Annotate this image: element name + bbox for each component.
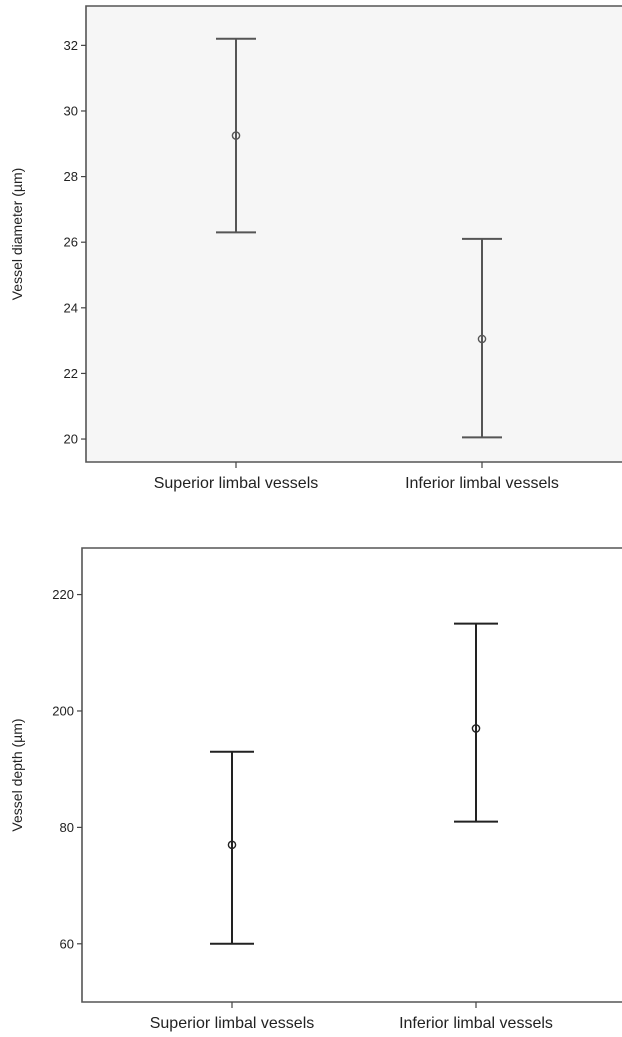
depth-mean-point	[471, 724, 481, 733]
depth-y-tick-label: 60	[60, 936, 74, 951]
depth-plot-frame	[81, 547, 622, 1003]
diameter-y-axis-label: Vessel diameter (µm)	[9, 168, 25, 301]
diameter-plot-background	[86, 6, 622, 462]
depth-y-tick-label: 220	[52, 587, 74, 602]
depth-y-ticks: 60 80 200 220	[52, 587, 82, 951]
diameter-x-ticks: Superior limbal vessels Inferior limbal v…	[154, 462, 559, 492]
depth-y-axis-label: Vessel depth (µm)	[9, 718, 25, 831]
depth-plot-background	[82, 548, 622, 1002]
diameter-plot-frame	[85, 5, 622, 463]
depth-y-tick-label: 80	[60, 820, 74, 835]
diameter-chart: 20 22 24 26 28 30 32 Superior limbal vessels In…	[9, 5, 622, 492]
diameter-mean-point	[477, 334, 487, 344]
diameter-error-bars	[216, 37, 502, 439]
depth-x-category-label: Superior limbal vessels	[150, 1015, 315, 1032]
depth-y-tick-label: 200	[52, 703, 74, 718]
diameter-y-tick-label: 26	[64, 235, 78, 250]
diameter-x-category-label: Inferior limbal vessels	[405, 475, 559, 492]
diameter-y-ticks: 20 22 24 26 28 30 32	[64, 38, 86, 447]
diameter-y-tick-label: 24	[64, 300, 78, 315]
diameter-mean-point	[231, 131, 241, 140]
diameter-y-tick-label: 32	[64, 38, 78, 53]
diameter-x-category-label: Superior limbal vessels	[154, 475, 319, 492]
depth-chart: 60 80 200 220 Superior limbal vessels Inferi…	[9, 547, 622, 1032]
diameter-y-tick-label: 20	[64, 432, 78, 447]
depth-x-ticks: Superior limbal vessels Inferior limbal v…	[150, 1002, 553, 1032]
depth-error-bars	[210, 622, 498, 945]
depth-x-category-label: Inferior limbal vessels	[399, 1015, 553, 1032]
diameter-y-tick-label: 30	[64, 103, 78, 118]
depth-mean-point	[227, 840, 237, 850]
diameter-y-tick-label: 28	[64, 169, 78, 184]
diameter-y-tick-label: 22	[64, 366, 78, 381]
